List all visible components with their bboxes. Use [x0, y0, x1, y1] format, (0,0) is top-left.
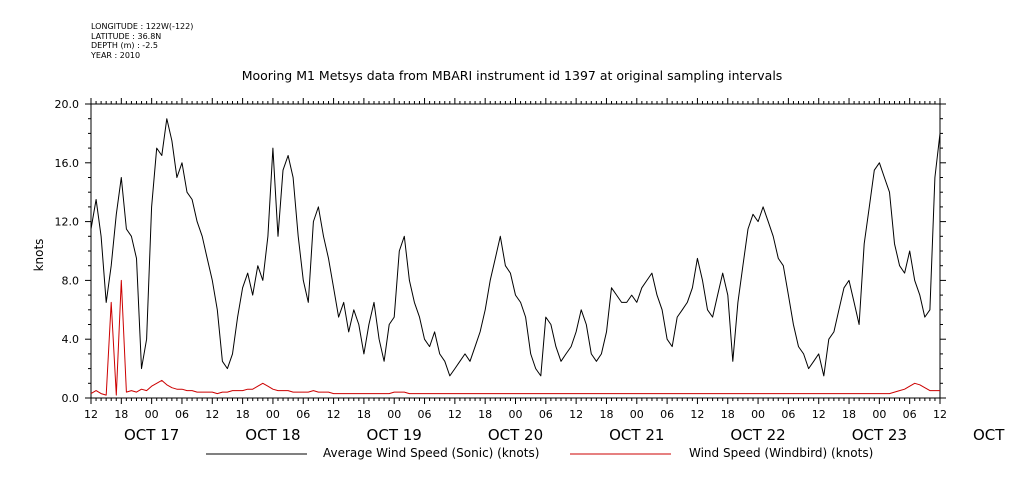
x-hour-tick-label: 12	[690, 408, 704, 421]
x-hour-tick-label: 06	[418, 408, 432, 421]
x-day-label: OCT 22	[730, 426, 785, 444]
depth-text: DEPTH (m) : -2.5	[91, 41, 158, 50]
x-day-label: OCT 24	[973, 426, 1009, 444]
x-day-label: OCT 17	[124, 426, 179, 444]
x-hour-tick-label: 00	[266, 408, 280, 421]
x-axis: 12 18 00 06 12 18 00 06 12 18 00 06 12 18 00 06 12 18 00 06…	[84, 98, 1009, 444]
x-hour-tick-label: 12	[569, 408, 583, 421]
x-hour-tick-label: 18	[721, 408, 735, 421]
legend-label-sonic: Average Wind Speed (Sonic) (knots)	[323, 446, 540, 460]
x-day-label: OCT 21	[609, 426, 664, 444]
series-line-windbird	[90, 279, 940, 396]
chart-title: Mooring M1 Metsys data from MBARI instru…	[241, 68, 783, 83]
y-axis-label: knots	[32, 239, 46, 272]
y-tick-label: 12.0	[55, 216, 80, 229]
x-hour-tick-label: 12	[812, 408, 826, 421]
y-tick-label: 0.0	[62, 392, 80, 405]
x-day-label: OCT 18	[245, 426, 300, 444]
x-hour-tick-label: 00	[872, 408, 886, 421]
plot-frame	[90, 103, 941, 399]
x-hour-tick-label: 00	[751, 408, 765, 421]
x-hour-tick-label: 06	[175, 408, 189, 421]
x-hour-tick-label: 06	[660, 408, 674, 421]
y-tick-label: 16.0	[55, 157, 80, 170]
x-hour-tick-label: 06	[539, 408, 553, 421]
series-line-sonic	[90, 118, 941, 377]
x-day-label: OCT 20	[488, 426, 543, 444]
x-hour-tick-label: 00	[630, 408, 644, 421]
x-hour-tick-label: 12	[327, 408, 341, 421]
x-hour-tick-label: 18	[842, 408, 856, 421]
legend-label-windbird: Wind Speed (Windbird) (knots)	[689, 446, 874, 460]
x-hour-tick-label: 06	[781, 408, 795, 421]
y-tick-label: 8.0	[62, 274, 80, 287]
x-hour-tick-label: 06	[903, 408, 917, 421]
x-hour-tick-label: 18	[236, 408, 250, 421]
series-group	[90, 118, 941, 396]
x-day-label: OCT 19	[367, 426, 422, 444]
y-tick-label: 20.0	[55, 98, 80, 111]
y-axis: 0.0 4.0 8.0 12.0 16.0 20.0	[55, 98, 946, 405]
x-hour-tick-label: 18	[357, 408, 371, 421]
x-hour-tick-label: 06	[296, 408, 310, 421]
metadata-block: LONGITUDE : 122W(-122) LATITUDE : 36.8N …	[91, 22, 193, 60]
year-text: YEAR : 2010	[91, 50, 141, 60]
y-tick-label: 4.0	[62, 333, 80, 346]
x-hour-tick-label: 12	[84, 408, 98, 421]
x-hour-tick-label: 18	[114, 408, 128, 421]
longitude-text: LONGITUDE : 122W(-122)	[91, 22, 194, 31]
x-hour-tick-label: 12	[205, 408, 219, 421]
x-day-label: OCT 23	[852, 426, 907, 444]
x-hour-tick-label: 00	[509, 408, 523, 421]
x-hour-tick-label: 12	[933, 408, 947, 421]
latitude-text: LATITUDE : 36.8N	[91, 31, 162, 41]
x-hour-tick-label: 00	[145, 408, 159, 421]
x-hour-tick-label: 18	[478, 408, 492, 421]
x-hour-tick-label: 18	[599, 408, 613, 421]
x-hour-tick-label: 12	[448, 408, 462, 421]
x-hour-tick-label: 00	[387, 408, 401, 421]
